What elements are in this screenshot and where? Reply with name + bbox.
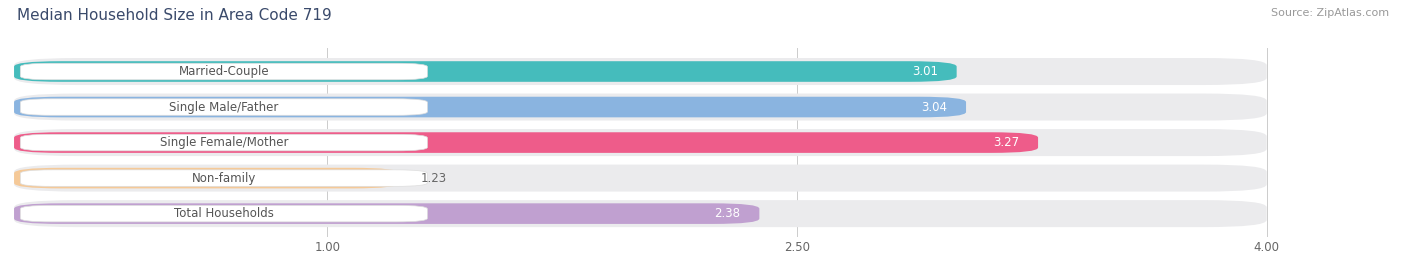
Text: Married-Couple: Married-Couple <box>179 65 269 78</box>
FancyBboxPatch shape <box>14 165 1267 192</box>
Text: 3.27: 3.27 <box>993 136 1019 149</box>
FancyBboxPatch shape <box>14 203 759 224</box>
Text: Single Male/Father: Single Male/Father <box>169 101 278 114</box>
FancyBboxPatch shape <box>14 168 399 188</box>
Text: 3.01: 3.01 <box>912 65 938 78</box>
FancyBboxPatch shape <box>20 99 427 115</box>
FancyBboxPatch shape <box>20 170 427 186</box>
FancyBboxPatch shape <box>20 63 427 80</box>
Text: Single Female/Mother: Single Female/Mother <box>160 136 288 149</box>
Text: Source: ZipAtlas.com: Source: ZipAtlas.com <box>1271 8 1389 18</box>
Text: 3.04: 3.04 <box>921 101 948 114</box>
FancyBboxPatch shape <box>14 129 1267 156</box>
FancyBboxPatch shape <box>14 94 1267 121</box>
FancyBboxPatch shape <box>14 132 1038 153</box>
FancyBboxPatch shape <box>20 206 427 222</box>
Text: Median Household Size in Area Code 719: Median Household Size in Area Code 719 <box>17 8 332 23</box>
FancyBboxPatch shape <box>14 97 966 117</box>
FancyBboxPatch shape <box>14 58 1267 85</box>
Text: 1.23: 1.23 <box>422 172 447 185</box>
Text: Total Households: Total Households <box>174 207 274 220</box>
FancyBboxPatch shape <box>14 61 956 82</box>
Text: Non-family: Non-family <box>191 172 256 185</box>
Text: 2.38: 2.38 <box>714 207 741 220</box>
FancyBboxPatch shape <box>14 200 1267 227</box>
FancyBboxPatch shape <box>20 134 427 151</box>
